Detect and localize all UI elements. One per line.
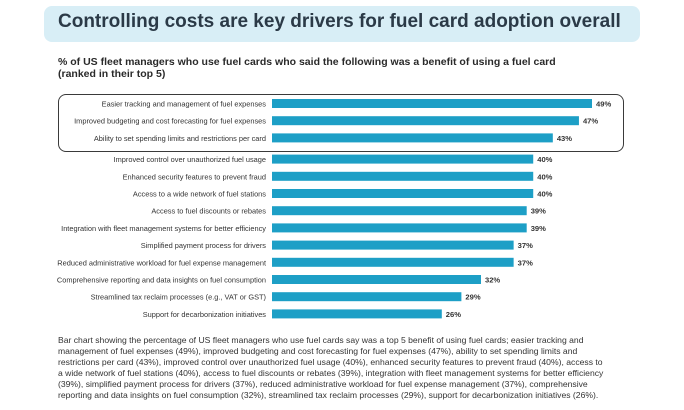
bar [272, 154, 534, 164]
value-label: 39% [531, 224, 546, 233]
value-label: 40% [537, 155, 552, 164]
category-label: Improved budgeting and cost forecasting … [74, 117, 266, 126]
caption-line: management of fuel expenses (49%), impro… [58, 346, 578, 356]
value-label: 37% [518, 258, 533, 267]
caption-line: a wide network of fuel stations (40%), a… [58, 368, 604, 378]
caption-line: (39%), simplified payment process for dr… [58, 379, 588, 389]
bar [272, 133, 553, 143]
category-label: Access to fuel discounts or rebates [151, 207, 266, 216]
bar [272, 240, 514, 250]
bar [272, 189, 534, 198]
category-label: Enhanced security features to prevent fr… [123, 172, 266, 181]
bar [272, 116, 579, 126]
bar [272, 275, 481, 284]
value-label: 43% [557, 134, 572, 143]
bar [272, 309, 442, 319]
value-label: 39% [531, 207, 546, 216]
category-label: Easier tracking and management of fuel e… [102, 100, 267, 109]
category-label: Access to a wide network of fuel station… [133, 190, 266, 199]
value-label: 40% [537, 190, 552, 199]
value-label: 47% [583, 117, 598, 126]
bar [272, 257, 514, 267]
value-label: 40% [537, 172, 552, 181]
title-banner [44, 6, 640, 42]
value-label: 37% [518, 241, 533, 250]
caption-line: restrictions per card (43%), improved co… [58, 357, 603, 367]
subtitle-line: (ranked in their top 5) [58, 68, 166, 80]
value-label: 29% [465, 293, 480, 302]
caption-line: Bar chart showing the percentage of US f… [58, 335, 584, 345]
chart-title: Controlling costs are key drivers for fu… [58, 11, 621, 32]
category-label: Streamlined tax reclaim processes (e.g.,… [91, 293, 266, 302]
category-label: Reduced administrative workload for fuel… [57, 258, 266, 267]
caption-line: reporting and data insights on fuel cons… [58, 390, 599, 400]
bar [272, 223, 527, 233]
value-label: 26% [446, 310, 461, 319]
bar [272, 171, 534, 181]
bar [272, 206, 527, 216]
category-label: Comprehensive reporting and data insight… [57, 276, 266, 285]
bar-chart: Easier tracking and management of fuel e… [57, 99, 611, 319]
value-label: 49% [596, 100, 611, 109]
category-label: Support for decarbonization initiatives [143, 310, 267, 319]
value-label: 32% [485, 276, 500, 285]
category-label: Simplified payment process for drivers [141, 241, 267, 250]
top-three-highlight-box [58, 94, 624, 152]
chart-caption: Bar chart showing the percentage of US f… [58, 335, 632, 401]
subtitle-line: % of US fleet managers who use fuel card… [58, 56, 556, 68]
category-label: Ability to set spending limits and restr… [94, 134, 266, 143]
chart-subtitle: % of US fleet managers who use fuel card… [58, 56, 618, 80]
category-label: Improved control over unauthorized fuel … [114, 155, 266, 164]
category-label: Integration with fleet management system… [61, 224, 266, 233]
bar [272, 292, 462, 302]
bar [272, 99, 592, 108]
